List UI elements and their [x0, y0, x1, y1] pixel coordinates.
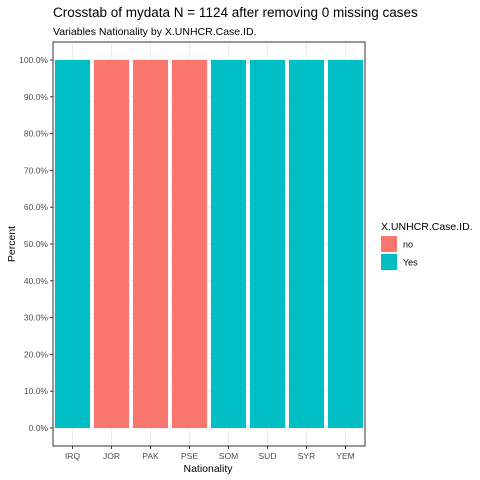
- chart-title: Crosstab of mydata N = 1124 after removi…: [53, 5, 418, 20]
- bar-pak-no: [132, 60, 169, 428]
- y-axis-title: Percent: [6, 226, 18, 262]
- x-tick-label: PSE: [181, 451, 198, 461]
- plot-area: 0.0% 10.0% 20.0% 30.0% 40.0% 50.0% 60.0% 70.0% 8…: [19, 41, 366, 461]
- y-tick-label: 30.0%: [24, 313, 49, 323]
- x-tick-label: SOM: [219, 451, 238, 461]
- x-tick-label: PAK: [142, 451, 159, 461]
- legend-label-no: no: [403, 240, 413, 250]
- y-tick-label: 60.0%: [24, 202, 49, 212]
- y-tick-label: 0.0%: [29, 423, 49, 433]
- y-tick-label: 100.0%: [19, 55, 48, 65]
- x-tick-label: YEM: [336, 451, 354, 461]
- y-tick-label: 20.0%: [24, 349, 49, 359]
- bar-syr-yes: [288, 60, 325, 428]
- y-tick-label: 70.0%: [24, 165, 49, 175]
- bar-irq-yes: [54, 60, 91, 428]
- legend: no Yes: [381, 236, 418, 270]
- bar-som-yes: [210, 60, 247, 428]
- bar-yem-yes: [327, 60, 364, 428]
- x-tick-label: JOR: [103, 451, 120, 461]
- x-tick-label: SYR: [298, 451, 315, 461]
- y-tick-label: 40.0%: [24, 276, 49, 286]
- legend-title: X.UNHCR.Case.ID.: [381, 221, 473, 233]
- y-tick-label: 80.0%: [24, 129, 49, 139]
- legend-label-yes: Yes: [403, 258, 418, 268]
- x-tick-label: IRQ: [65, 451, 81, 461]
- y-tick-label: 50.0%: [24, 239, 49, 249]
- y-tick-label: 90.0%: [24, 92, 49, 102]
- x-tick-label: SUD: [259, 451, 277, 461]
- bar-jor-no: [93, 60, 130, 428]
- legend-key-no: [381, 236, 397, 252]
- x-axis-title: Nationality: [183, 463, 233, 475]
- bar-sud-yes: [249, 60, 286, 428]
- legend-key-yes: [381, 254, 397, 270]
- chart-subtitle: Variables Nationality by X.UNHCR.Case.ID…: [53, 26, 256, 38]
- y-tick-label: 10.0%: [24, 386, 49, 396]
- panel-border: [52, 41, 366, 447]
- bar-pse-no: [171, 60, 208, 428]
